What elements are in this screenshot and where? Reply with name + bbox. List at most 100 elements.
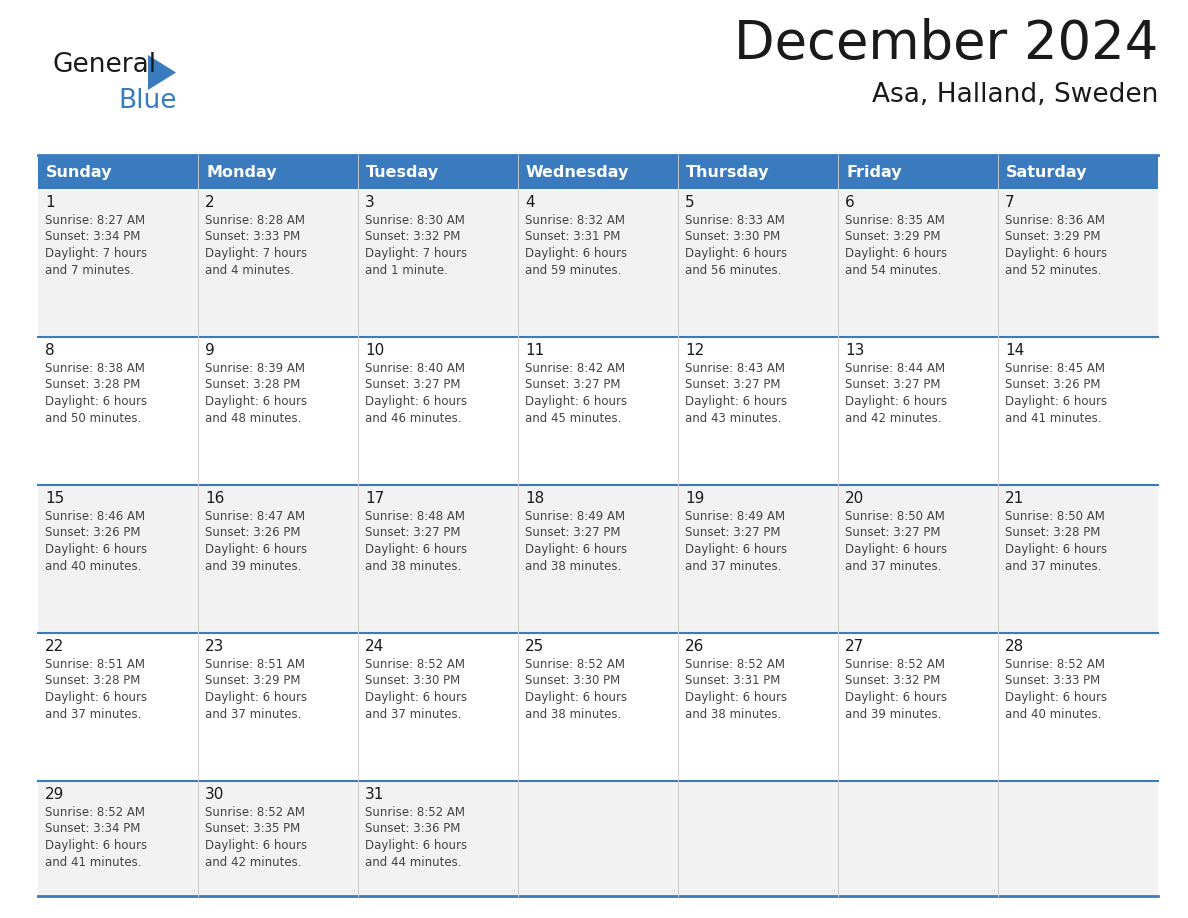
Text: 2: 2 (206, 195, 215, 210)
Text: Asa, Halland, Sweden: Asa, Halland, Sweden (872, 82, 1158, 108)
Text: and 52 minutes.: and 52 minutes. (1005, 263, 1101, 276)
Text: Tuesday: Tuesday (366, 164, 440, 180)
Text: Sunrise: 8:51 AM: Sunrise: 8:51 AM (206, 658, 305, 671)
Bar (38, 337, 1158, 485)
Text: Daylight: 7 hours: Daylight: 7 hours (45, 247, 147, 260)
Text: and 54 minutes.: and 54 minutes. (845, 263, 941, 276)
Text: Daylight: 6 hours: Daylight: 6 hours (206, 691, 308, 704)
Text: 25: 25 (525, 639, 544, 654)
Bar (38, 189, 1158, 337)
Bar (38, 781, 1158, 896)
Text: 5: 5 (685, 195, 695, 210)
Text: Sunset: 3:34 PM: Sunset: 3:34 PM (45, 230, 140, 243)
Text: Sunrise: 8:52 AM: Sunrise: 8:52 AM (365, 806, 465, 819)
Text: Sunset: 3:28 PM: Sunset: 3:28 PM (206, 378, 301, 391)
Text: Sunset: 3:29 PM: Sunset: 3:29 PM (206, 675, 301, 688)
Text: 10: 10 (365, 343, 384, 358)
Text: Sunrise: 8:33 AM: Sunrise: 8:33 AM (685, 214, 785, 227)
Text: Sunset: 3:30 PM: Sunset: 3:30 PM (685, 230, 781, 243)
Text: 12: 12 (685, 343, 704, 358)
Text: 3: 3 (365, 195, 374, 210)
Text: Daylight: 6 hours: Daylight: 6 hours (525, 543, 627, 556)
Text: 7: 7 (1005, 195, 1015, 210)
Text: 26: 26 (685, 639, 704, 654)
Text: Sunset: 3:27 PM: Sunset: 3:27 PM (685, 378, 781, 391)
Text: 17: 17 (365, 491, 384, 506)
Text: Sunrise: 8:52 AM: Sunrise: 8:52 AM (525, 658, 625, 671)
Bar (38, 155, 1158, 189)
Text: Sunset: 3:27 PM: Sunset: 3:27 PM (525, 378, 620, 391)
Text: Sunset: 3:31 PM: Sunset: 3:31 PM (525, 230, 620, 243)
Text: 8: 8 (45, 343, 55, 358)
Text: Sunrise: 8:49 AM: Sunrise: 8:49 AM (685, 510, 785, 523)
Text: 9: 9 (206, 343, 215, 358)
Text: Sunset: 3:27 PM: Sunset: 3:27 PM (845, 378, 941, 391)
Text: Sunrise: 8:52 AM: Sunrise: 8:52 AM (45, 806, 145, 819)
Text: and 1 minute.: and 1 minute. (365, 263, 448, 276)
Text: and 4 minutes.: and 4 minutes. (206, 263, 293, 276)
Text: and 45 minutes.: and 45 minutes. (525, 411, 621, 424)
Text: and 44 minutes.: and 44 minutes. (365, 856, 461, 868)
Text: 24: 24 (365, 639, 384, 654)
Text: Sunrise: 8:43 AM: Sunrise: 8:43 AM (685, 362, 785, 375)
Text: and 50 minutes.: and 50 minutes. (45, 411, 141, 424)
Text: Sunset: 3:27 PM: Sunset: 3:27 PM (525, 527, 620, 540)
Text: Daylight: 6 hours: Daylight: 6 hours (45, 691, 147, 704)
Text: Wednesday: Wednesday (526, 164, 630, 180)
Text: 11: 11 (525, 343, 544, 358)
Text: Daylight: 6 hours: Daylight: 6 hours (845, 247, 947, 260)
Text: Sunrise: 8:50 AM: Sunrise: 8:50 AM (1005, 510, 1105, 523)
Text: and 59 minutes.: and 59 minutes. (525, 263, 621, 276)
Text: Sunset: 3:27 PM: Sunset: 3:27 PM (365, 378, 461, 391)
Text: 20: 20 (845, 491, 864, 506)
Text: Daylight: 6 hours: Daylight: 6 hours (525, 691, 627, 704)
Bar (38, 485, 1158, 633)
Text: Sunrise: 8:49 AM: Sunrise: 8:49 AM (525, 510, 625, 523)
Text: Daylight: 6 hours: Daylight: 6 hours (365, 395, 467, 408)
Text: Daylight: 6 hours: Daylight: 6 hours (45, 395, 147, 408)
Text: Daylight: 6 hours: Daylight: 6 hours (365, 543, 467, 556)
Text: Sunrise: 8:32 AM: Sunrise: 8:32 AM (525, 214, 625, 227)
Text: Thursday: Thursday (685, 164, 770, 180)
Text: Daylight: 6 hours: Daylight: 6 hours (685, 395, 788, 408)
Text: Sunday: Sunday (46, 164, 113, 180)
Text: Daylight: 6 hours: Daylight: 6 hours (525, 395, 627, 408)
Text: Daylight: 6 hours: Daylight: 6 hours (206, 839, 308, 852)
Text: Sunset: 3:35 PM: Sunset: 3:35 PM (206, 823, 301, 835)
Text: and 41 minutes.: and 41 minutes. (45, 856, 141, 868)
Text: Sunset: 3:29 PM: Sunset: 3:29 PM (845, 230, 941, 243)
Text: and 39 minutes.: and 39 minutes. (845, 708, 941, 721)
Text: Friday: Friday (846, 164, 902, 180)
Text: 31: 31 (365, 787, 385, 802)
Text: and 38 minutes.: and 38 minutes. (525, 559, 621, 573)
Text: Sunset: 3:27 PM: Sunset: 3:27 PM (845, 527, 941, 540)
Text: Daylight: 6 hours: Daylight: 6 hours (845, 395, 947, 408)
Text: Sunrise: 8:52 AM: Sunrise: 8:52 AM (685, 658, 785, 671)
Text: Daylight: 6 hours: Daylight: 6 hours (365, 839, 467, 852)
Text: and 40 minutes.: and 40 minutes. (45, 559, 141, 573)
Text: and 56 minutes.: and 56 minutes. (685, 263, 782, 276)
Text: Daylight: 6 hours: Daylight: 6 hours (845, 691, 947, 704)
Text: Saturday: Saturday (1006, 164, 1087, 180)
Text: and 42 minutes.: and 42 minutes. (206, 856, 302, 868)
Text: Sunrise: 8:50 AM: Sunrise: 8:50 AM (845, 510, 944, 523)
Text: Sunset: 3:32 PM: Sunset: 3:32 PM (845, 675, 941, 688)
Text: Sunset: 3:27 PM: Sunset: 3:27 PM (365, 527, 461, 540)
Text: and 39 minutes.: and 39 minutes. (206, 559, 302, 573)
Text: Daylight: 7 hours: Daylight: 7 hours (365, 247, 467, 260)
Text: and 37 minutes.: and 37 minutes. (206, 708, 302, 721)
Text: and 38 minutes.: and 38 minutes. (365, 559, 461, 573)
Text: 18: 18 (525, 491, 544, 506)
Text: Sunset: 3:28 PM: Sunset: 3:28 PM (45, 378, 140, 391)
Text: 13: 13 (845, 343, 865, 358)
Text: 4: 4 (525, 195, 535, 210)
Text: Sunrise: 8:46 AM: Sunrise: 8:46 AM (45, 510, 145, 523)
Text: and 42 minutes.: and 42 minutes. (845, 411, 942, 424)
Text: Sunrise: 8:42 AM: Sunrise: 8:42 AM (525, 362, 625, 375)
Text: Daylight: 6 hours: Daylight: 6 hours (1005, 395, 1107, 408)
Text: Sunrise: 8:36 AM: Sunrise: 8:36 AM (1005, 214, 1105, 227)
Text: and 38 minutes.: and 38 minutes. (685, 708, 782, 721)
Text: Daylight: 6 hours: Daylight: 6 hours (45, 543, 147, 556)
Text: Daylight: 6 hours: Daylight: 6 hours (45, 839, 147, 852)
Text: Sunset: 3:26 PM: Sunset: 3:26 PM (206, 527, 301, 540)
